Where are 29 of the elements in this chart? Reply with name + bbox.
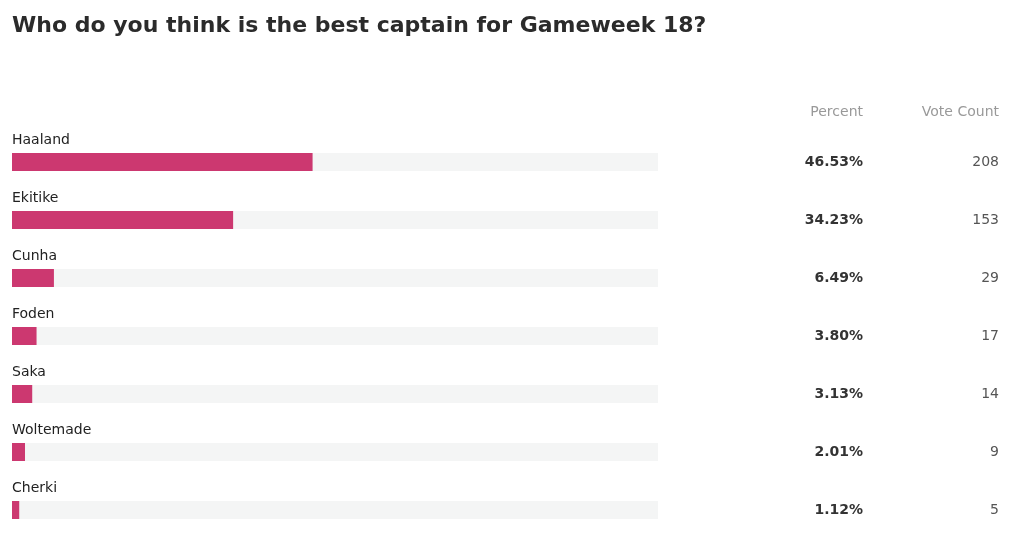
y-tick-label: Ekitike bbox=[12, 189, 59, 205]
data-label: 34.23% bbox=[804, 211, 863, 227]
bar bbox=[12, 327, 37, 345]
text: 208 bbox=[972, 153, 999, 169]
bar bbox=[12, 269, 54, 287]
text: 17 bbox=[981, 327, 999, 343]
bar bbox=[12, 501, 20, 519]
y-tick-label: Haaland bbox=[12, 131, 70, 147]
data-label: 2.01% bbox=[814, 443, 863, 459]
y-tick-label: Cunha bbox=[12, 247, 57, 263]
chart-title: Who do you think is the best captain for Gameweek 18? bbox=[12, 12, 707, 37]
data-label: 1.12% bbox=[814, 501, 863, 517]
text: 153 bbox=[972, 211, 999, 227]
text: 14 bbox=[981, 385, 1000, 401]
y-tick-label: Cherki bbox=[12, 479, 58, 495]
text: Percent bbox=[810, 103, 864, 119]
y-tick-label: Woltemade bbox=[12, 421, 92, 437]
data-label: 6.49% bbox=[814, 269, 863, 285]
data-label: 46.53% bbox=[804, 153, 863, 169]
data-label: 3.80% bbox=[814, 327, 863, 343]
text: 9 bbox=[990, 443, 999, 459]
bar bbox=[12, 443, 25, 461]
text: 29 bbox=[981, 269, 999, 285]
text: 5 bbox=[990, 501, 999, 517]
bar bbox=[12, 385, 33, 403]
text: Vote Count bbox=[921, 103, 1000, 119]
data-label: 3.13% bbox=[814, 385, 863, 401]
y-tick-label: Foden bbox=[12, 305, 55, 321]
y-tick-label: Saka bbox=[12, 363, 46, 379]
